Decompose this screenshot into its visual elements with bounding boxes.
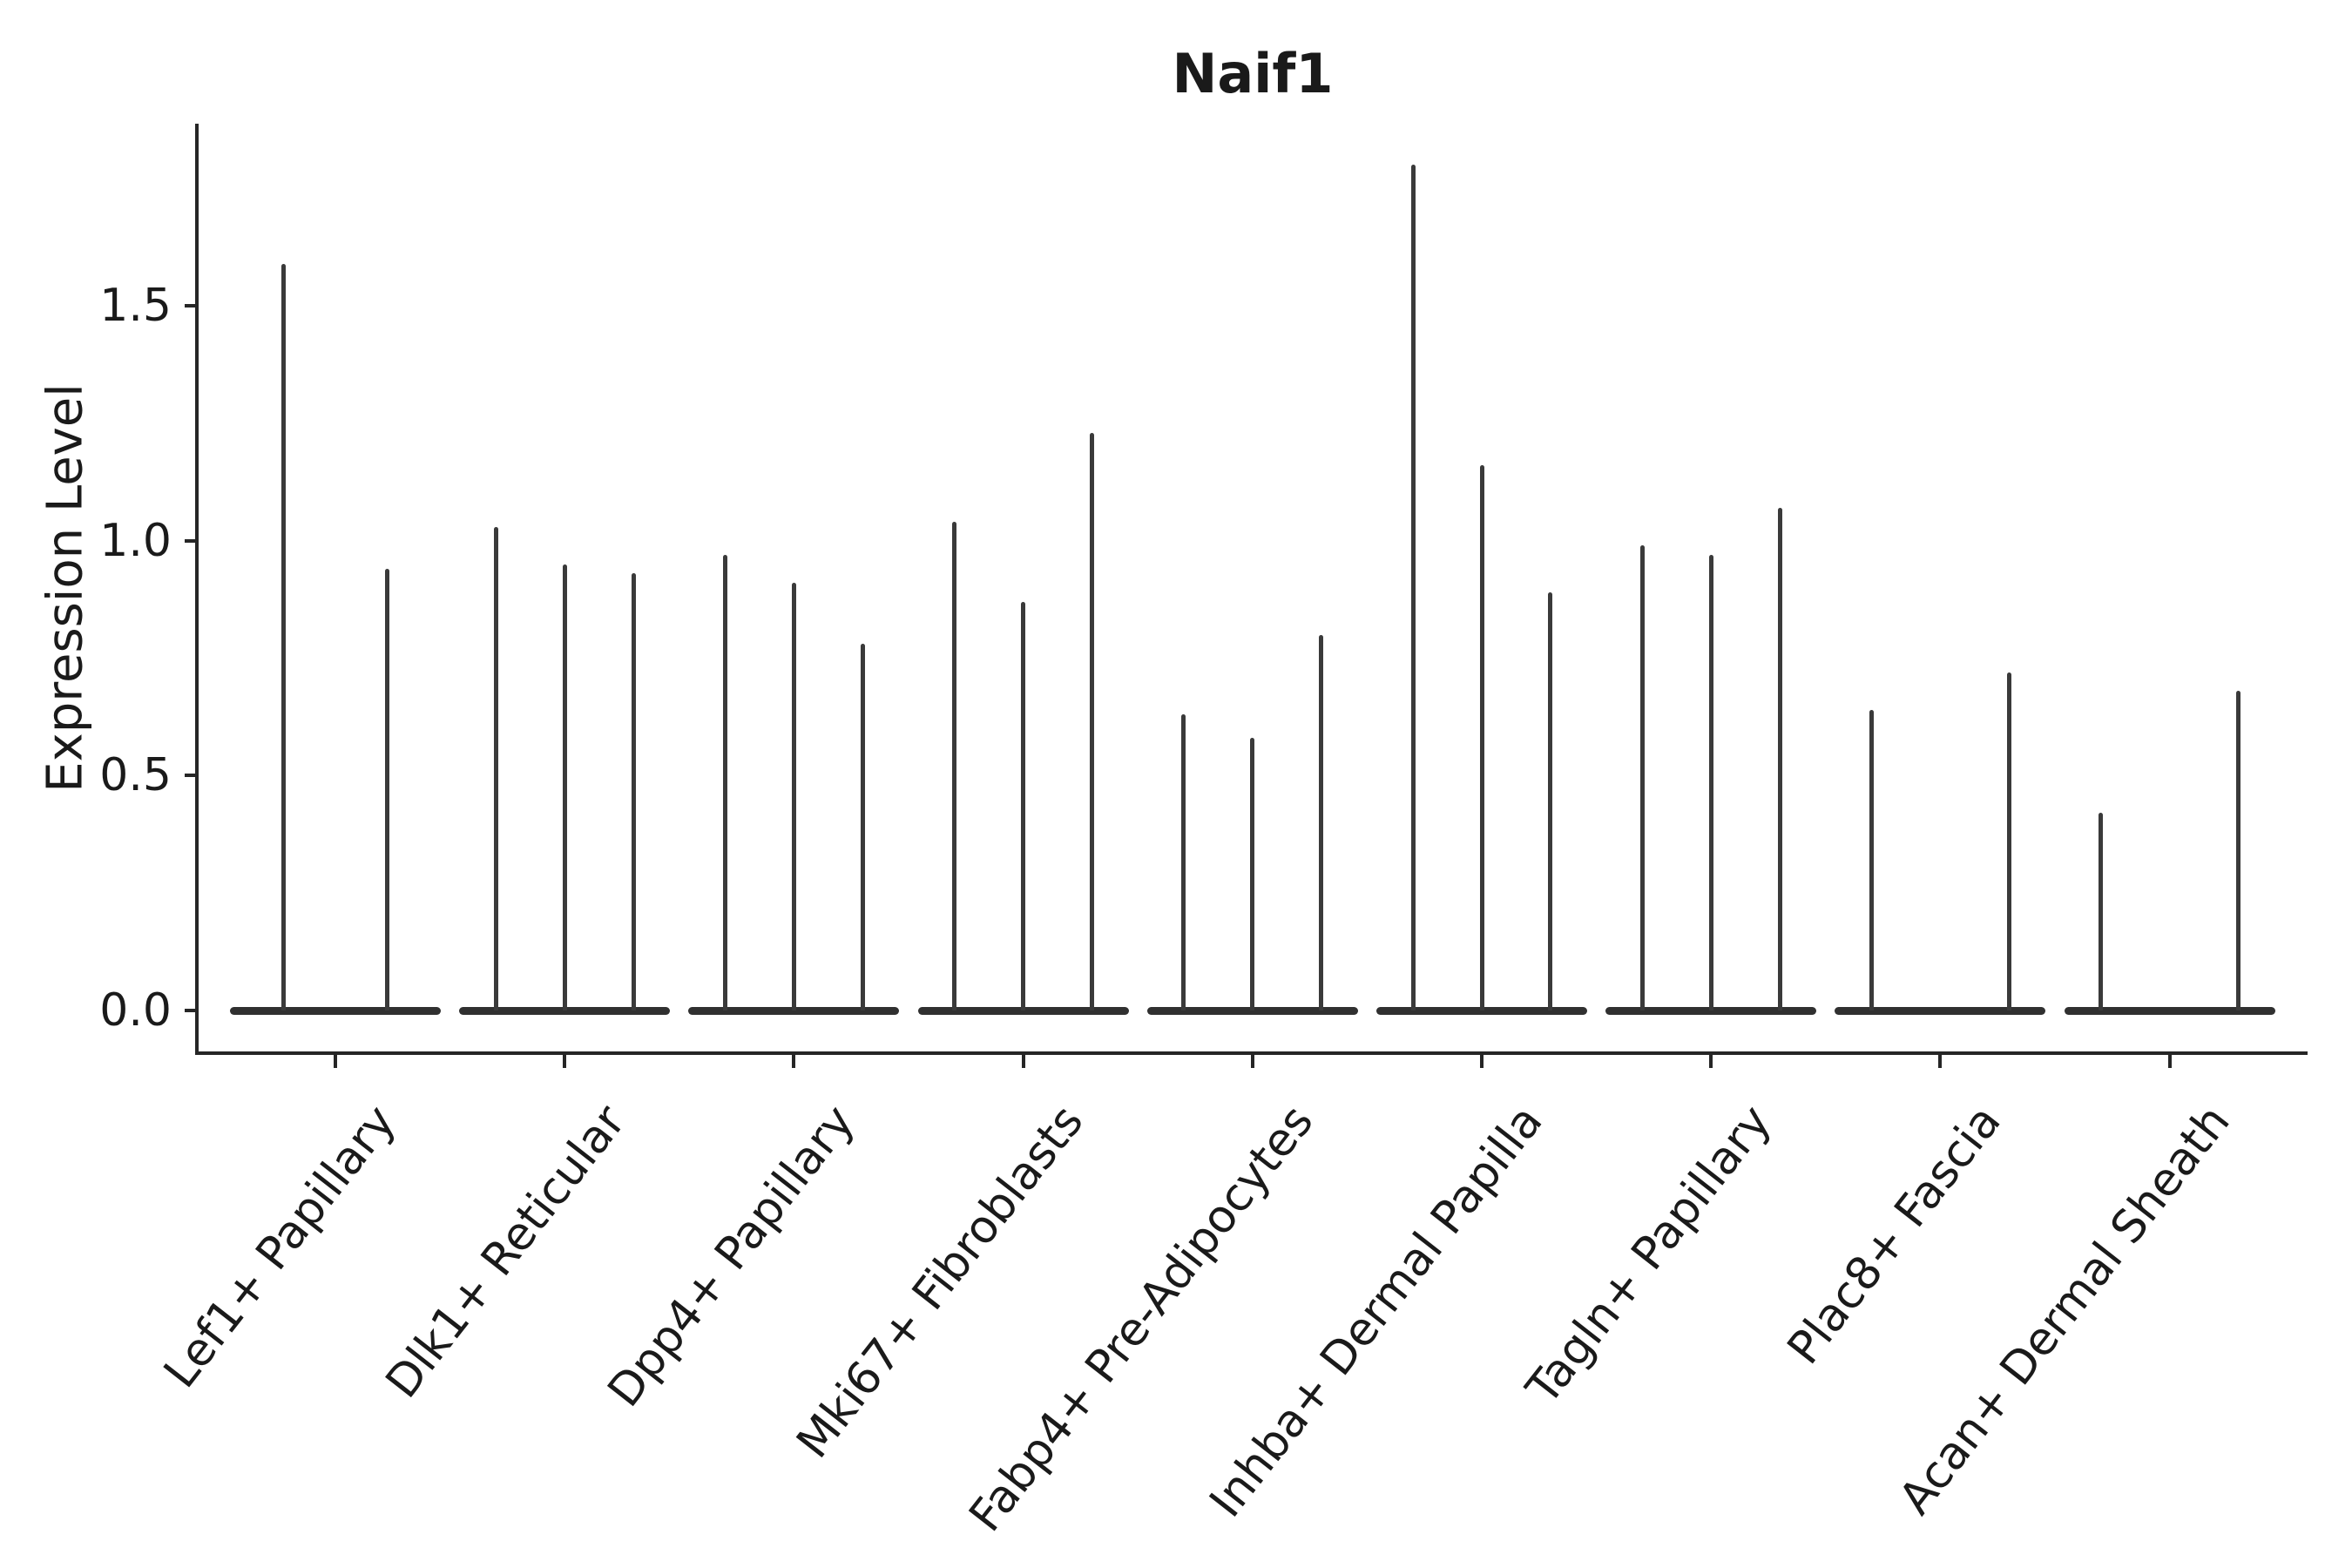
violin-body-baseline: [1376, 1007, 1587, 1015]
violin-spike: [562, 564, 567, 1010]
y-tick-mark: [185, 538, 197, 543]
x-tick-mark: [563, 1055, 567, 1068]
y-axis-spine: [195, 124, 199, 1055]
violin-body-baseline: [1605, 1007, 1817, 1015]
x-tick-label: Tagln+ Papillary: [1517, 1096, 1782, 1415]
violin-spike: [281, 263, 287, 1010]
x-tick-mark: [792, 1055, 796, 1068]
y-tick-label: 0.0: [99, 984, 172, 1037]
y-tick-label: 1.5: [99, 280, 172, 333]
violin-spike: [493, 526, 498, 1010]
violin-body-baseline: [1835, 1007, 2046, 1015]
x-tick-label: Dlk1+ Reticular: [375, 1096, 636, 1409]
violin-spike: [1410, 165, 1416, 1010]
violin-spike: [2099, 813, 2104, 1010]
y-tick-mark: [185, 1009, 197, 1012]
violin-spike: [631, 573, 636, 1010]
y-axis-label: Expression Level: [37, 383, 94, 793]
x-tick-label: Plac8+ Fascia: [1777, 1096, 2011, 1375]
x-tick-label: Dpp4+ Papillary: [598, 1096, 865, 1417]
violin-spike: [384, 569, 389, 1010]
violin-spike: [2236, 691, 2241, 1010]
x-tick-mark: [2167, 1055, 2172, 1068]
violin-spike: [1021, 601, 1026, 1010]
violin-body-baseline: [917, 1007, 1129, 1015]
violin-body-baseline: [230, 1007, 441, 1015]
x-tick-mark: [1250, 1055, 1254, 1068]
violin-body-baseline: [459, 1007, 671, 1015]
violin-spike: [952, 522, 957, 1010]
violin-spike: [1777, 507, 1782, 1010]
violin-spike: [1708, 554, 1713, 1010]
y-tick-mark: [185, 774, 197, 778]
x-tick-mark: [1480, 1055, 1484, 1068]
violin-spike: [1639, 545, 1645, 1010]
violin-spike: [791, 583, 796, 1010]
x-tick-mark: [1938, 1055, 1943, 1068]
x-tick-mark: [1021, 1055, 1025, 1068]
violin-spike: [2006, 672, 2011, 1010]
x-tick-mark: [1709, 1055, 1713, 1068]
violin-spike: [1090, 432, 1095, 1010]
violin-spike: [1181, 714, 1186, 1010]
y-tick-mark: [185, 304, 197, 308]
x-axis-spine: [195, 1051, 2308, 1055]
violin-spike: [1869, 709, 1874, 1010]
x-tick-label: Lef1+ Papillary: [154, 1096, 407, 1398]
violin-body-baseline: [2064, 1007, 2275, 1015]
chart-title: Naif1: [1172, 42, 1334, 105]
y-tick-label: 1.0: [99, 514, 172, 567]
violin-spike: [1548, 592, 1553, 1010]
violin-body-baseline: [688, 1007, 900, 1015]
violin-spike: [1479, 465, 1484, 1010]
x-tick-mark: [334, 1055, 337, 1068]
violin-spike: [1250, 738, 1255, 1010]
violin-spike: [1319, 634, 1324, 1010]
violin-spike: [722, 554, 727, 1010]
y-tick-label: 0.5: [99, 749, 172, 802]
violin-body-baseline: [1146, 1007, 1358, 1015]
violin-spike: [860, 644, 865, 1010]
